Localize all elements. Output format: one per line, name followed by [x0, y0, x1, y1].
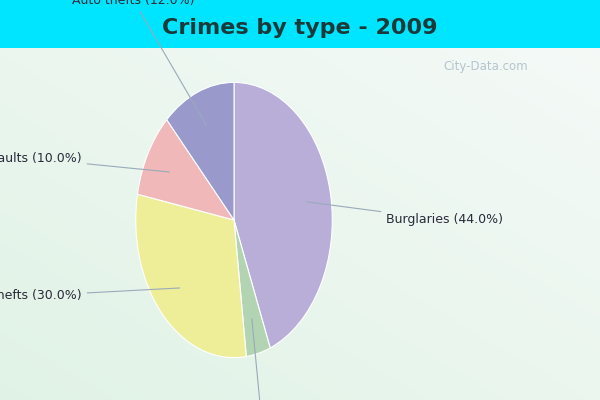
- Text: Thefts (30.0%): Thefts (30.0%): [0, 288, 179, 302]
- Wedge shape: [167, 82, 234, 220]
- Text: Burglaries (44.0%): Burglaries (44.0%): [306, 202, 503, 226]
- Wedge shape: [234, 82, 332, 348]
- Text: City-Data.com: City-Data.com: [443, 60, 528, 73]
- Wedge shape: [136, 194, 247, 358]
- Wedge shape: [137, 120, 234, 220]
- Wedge shape: [234, 220, 270, 356]
- Text: Rapes (4.0%): Rapes (4.0%): [221, 319, 305, 400]
- Text: Assaults (10.0%): Assaults (10.0%): [0, 152, 169, 172]
- Text: Crimes by type - 2009: Crimes by type - 2009: [162, 18, 438, 38]
- Text: Auto thefts (12.0%): Auto thefts (12.0%): [72, 0, 206, 126]
